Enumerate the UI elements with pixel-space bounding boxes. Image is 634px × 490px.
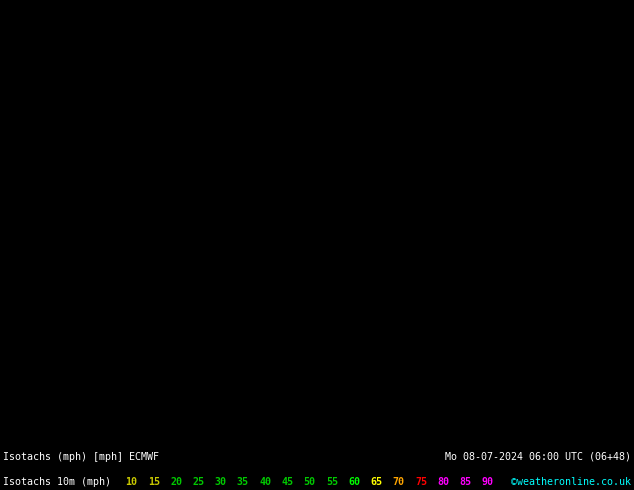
Text: Mo 08-07-2024 06:00 UTC (06+48): Mo 08-07-2024 06:00 UTC (06+48) bbox=[446, 452, 631, 462]
Text: Isotachs 10m (mph): Isotachs 10m (mph) bbox=[3, 477, 110, 487]
Text: 15: 15 bbox=[148, 477, 160, 487]
Text: 10: 10 bbox=[126, 477, 138, 487]
Text: 50: 50 bbox=[304, 477, 316, 487]
Text: ©weatheronline.co.uk: ©weatheronline.co.uk bbox=[512, 477, 631, 487]
Text: 80: 80 bbox=[437, 477, 450, 487]
Text: 30: 30 bbox=[214, 477, 226, 487]
Text: 60: 60 bbox=[348, 477, 360, 487]
Text: 70: 70 bbox=[392, 477, 404, 487]
Text: 85: 85 bbox=[460, 477, 472, 487]
Text: 35: 35 bbox=[237, 477, 249, 487]
Text: Isotachs (mph) [mph] ECMWF: Isotachs (mph) [mph] ECMWF bbox=[3, 452, 158, 462]
Text: 65: 65 bbox=[370, 477, 382, 487]
Text: 20: 20 bbox=[170, 477, 182, 487]
Text: 25: 25 bbox=[192, 477, 204, 487]
Text: 45: 45 bbox=[281, 477, 294, 487]
Text: 55: 55 bbox=[326, 477, 338, 487]
Text: 90: 90 bbox=[482, 477, 494, 487]
Text: 75: 75 bbox=[415, 477, 427, 487]
Text: 40: 40 bbox=[259, 477, 271, 487]
